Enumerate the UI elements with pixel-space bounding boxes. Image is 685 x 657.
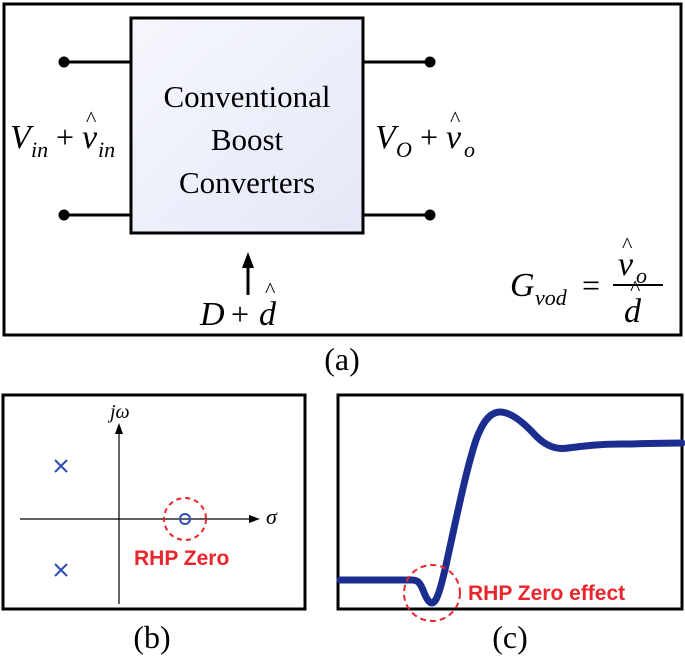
block-title-line1: Conventional: [163, 79, 330, 114]
output-sub: O: [396, 137, 412, 162]
input-hat-var: v: [82, 119, 98, 156]
real-axis-label: σ: [266, 504, 278, 529]
duty-label: D + d ^: [199, 277, 277, 333]
input-label: V in + v ^ in: [10, 106, 115, 162]
caption-b: (b): [133, 619, 170, 655]
caption-c: (c): [492, 619, 528, 655]
rhp-zero-label: RHP Zero: [134, 547, 229, 570]
real-axis-arrow: [249, 515, 260, 523]
output-hat-sub: o: [464, 137, 475, 162]
imag-axis-label: jω: [107, 401, 130, 423]
tf-lhs-sub: vod: [535, 285, 568, 310]
duty-var: D: [199, 296, 225, 333]
input-hat-mark: ^: [86, 106, 97, 131]
pole-lower: [54, 563, 68, 577]
transfer-function: G vod = v ^ o d ^: [510, 232, 663, 330]
tf-eq: =: [582, 267, 600, 303]
duty-hat-var: d: [259, 296, 277, 333]
tf-den-hat: ^: [630, 275, 641, 300]
converter-block: [129, 16, 365, 235]
duty-arrow-head: [242, 252, 254, 268]
rhp-zero-effect-highlight: [403, 564, 461, 622]
input-bottom-terminal: [58, 209, 70, 221]
imag-axis-arrow: [115, 423, 123, 434]
input-hat-sub: in: [98, 137, 115, 162]
step-response-curve: [336, 408, 685, 607]
tf-num-hat: ^: [622, 232, 633, 257]
block-title-line3: Converters: [179, 165, 315, 200]
rhp-zero-marker: [179, 513, 191, 525]
input-sub: in: [31, 137, 48, 162]
output-bottom-terminal: [424, 209, 436, 221]
panel-b: jω σ RHP Zero: [1, 393, 307, 611]
rhp-zero-highlight: [163, 497, 207, 541]
panel-c: RHP Zero effect: [336, 393, 685, 622]
output-top-terminal: [424, 56, 436, 68]
duty-hat-mark: ^: [265, 277, 276, 302]
pole-upper: [54, 459, 68, 473]
panel-b-frame: [1, 393, 307, 611]
panel-c-frame: [336, 393, 684, 611]
input-top-terminal: [58, 56, 70, 68]
output-label: V O + v ^ o: [375, 106, 475, 162]
panel-a: Conventional Boost Converters V in + v ^…: [2, 2, 683, 337]
input-plus: +: [56, 119, 74, 155]
tf-num: v: [618, 246, 634, 283]
block-title-line2: Boost: [211, 122, 284, 157]
tf-num-sub: o: [636, 263, 647, 288]
panel-a-frame: [2, 2, 683, 337]
output-hat-mark: ^: [450, 106, 461, 131]
tf-den: d: [624, 293, 642, 330]
duty-plus: +: [231, 296, 249, 332]
caption-a: (a): [324, 341, 360, 377]
output-hat-var: v: [446, 119, 462, 156]
rhp-zero-effect-label: RHP Zero effect: [468, 582, 625, 605]
tf-lhs: G: [510, 267, 535, 304]
output-plus: +: [420, 119, 438, 155]
